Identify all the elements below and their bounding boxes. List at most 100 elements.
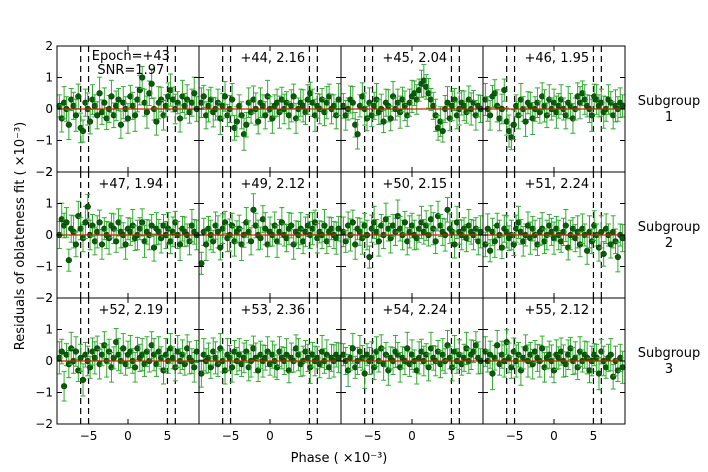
- panel-label: +51, 2.24: [525, 177, 590, 192]
- data-point: [200, 93, 207, 100]
- data-point: [150, 244, 158, 251]
- data-point: [174, 99, 181, 106]
- panel-label: Epoch=+43: [92, 49, 170, 64]
- data-point: [491, 238, 498, 245]
- data-point: [607, 351, 614, 358]
- panel-8: +51, 2.24: [482, 171, 626, 299]
- data-point: [522, 118, 529, 125]
- data-point: [229, 96, 236, 103]
- data-point: [243, 348, 250, 355]
- panel-5: −2 −1 0 1 2 +47, 1.94: [35, 165, 200, 305]
- data-point: [124, 115, 132, 122]
- data-point: [72, 348, 80, 355]
- data-point: [498, 244, 506, 251]
- data-point: [584, 247, 591, 254]
- data-point: [342, 238, 349, 245]
- data-point: [115, 96, 122, 103]
- data-point: [510, 241, 517, 248]
- data-point: [349, 219, 356, 226]
- data-point: [72, 241, 80, 248]
- data-point: [257, 235, 264, 242]
- data-point: [250, 206, 257, 213]
- x-tick-label: −5: [80, 429, 98, 443]
- data-point: [191, 364, 198, 371]
- panel-9: −2 −1 0 1 2 −5 0 5 +52, 2.19: [35, 291, 200, 443]
- data-point: [487, 247, 494, 254]
- data-point: [60, 383, 68, 390]
- data-point: [143, 109, 151, 116]
- data-point: [132, 364, 139, 371]
- data-point: [510, 121, 517, 128]
- data-point: [562, 222, 569, 229]
- data-point: [451, 241, 458, 248]
- y-tick-label: 2: [45, 291, 53, 305]
- y-axis-label: Residuals of oblateness fit ( ×10⁻³): [13, 122, 28, 350]
- x-tick-label: 5: [448, 429, 456, 443]
- x-tick-label: −5: [364, 429, 382, 443]
- data-point: [247, 238, 255, 245]
- data-point: [444, 99, 451, 106]
- data-point: [349, 99, 356, 106]
- row-label: 3: [665, 362, 673, 377]
- data-point: [94, 112, 101, 119]
- panel-label: +49, 2.12: [241, 177, 306, 192]
- data-point: [588, 112, 595, 119]
- y-tick-label: 0: [45, 102, 53, 116]
- data-point: [87, 118, 94, 125]
- data-point: [58, 348, 65, 355]
- data-point: [233, 118, 240, 125]
- data-point: [380, 118, 387, 125]
- panel-label: +53, 2.36: [241, 303, 306, 318]
- data-point: [387, 115, 394, 122]
- data-point: [207, 364, 214, 371]
- x-tick-label: 5: [164, 429, 172, 443]
- data-point: [191, 90, 198, 97]
- data-point: [117, 121, 124, 128]
- x-tick-label: 0: [124, 429, 132, 443]
- data-point: [221, 219, 229, 226]
- row-label: 1: [665, 110, 673, 125]
- data-point: [432, 238, 439, 245]
- panel-2: +44, 2.16: [198, 45, 342, 173]
- panel-12: −5 0 5 +55, 2.12: [482, 297, 626, 443]
- data-point: [217, 244, 224, 251]
- data-point: [122, 241, 129, 248]
- data-point: [290, 93, 297, 100]
- panel-label: +50, 2.15: [383, 177, 448, 192]
- panel-6: +49, 2.12: [198, 171, 342, 299]
- data-point: [65, 257, 72, 264]
- data-point: [176, 241, 184, 248]
- data-point: [148, 222, 155, 229]
- data-point: [132, 112, 139, 119]
- y-tick-label: 0: [45, 228, 53, 242]
- data-point: [283, 351, 290, 358]
- x-tick-label: 0: [408, 429, 416, 443]
- y-tick-label: −1: [35, 386, 53, 400]
- data-point: [262, 225, 269, 232]
- data-point: [96, 219, 103, 226]
- data-point: [354, 131, 361, 138]
- data-point: [101, 99, 108, 106]
- data-point: [210, 238, 217, 245]
- panel-10: −5 0 5 +53, 2.36: [198, 297, 342, 443]
- data-point: [375, 238, 382, 245]
- data-point: [63, 219, 70, 226]
- y-tick-label: −1: [35, 260, 53, 274]
- data-point: [487, 112, 494, 119]
- x-tick-label: 5: [306, 429, 314, 443]
- y-tick-label: 1: [45, 71, 53, 85]
- panel-label: +46, 1.95: [525, 51, 590, 66]
- data-point: [79, 376, 87, 384]
- data-point: [89, 222, 96, 229]
- panel-label: +55, 2.12: [525, 303, 590, 318]
- data-point: [404, 345, 411, 352]
- panel-label: +44, 2.16: [241, 51, 306, 66]
- x-axis-label: Phase ( ×10⁻³): [291, 451, 388, 466]
- data-point: [255, 367, 262, 374]
- data-point: [439, 127, 446, 135]
- row-label: Subgroup: [638, 220, 701, 235]
- data-point: [352, 241, 359, 248]
- y-tick-label: 2: [45, 39, 53, 53]
- panel-4: +46, 1.95: [482, 45, 626, 173]
- data-point: [87, 364, 94, 371]
